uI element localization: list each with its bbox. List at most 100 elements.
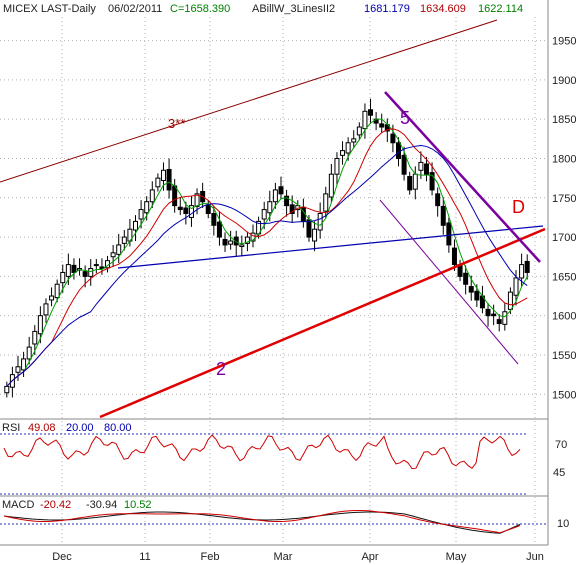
wave-label-3: 3** [168, 116, 185, 131]
candle [379, 113, 385, 133]
candle-body [317, 213, 323, 231]
candle-body [211, 213, 217, 226]
candle-body [149, 189, 155, 203]
candle [479, 285, 485, 314]
candle [368, 98, 374, 124]
candle-body [228, 240, 234, 245]
wave-label-5: 5 [400, 108, 410, 128]
price-tick-1550: 1550 [552, 350, 576, 362]
candle [155, 173, 161, 192]
candle [340, 141, 346, 165]
candle-body [451, 247, 457, 266]
price-tick-1700: 1700 [552, 232, 576, 244]
indicator-value-green: 1622.114 [478, 3, 523, 15]
candle [71, 258, 77, 280]
candle-body [440, 205, 446, 226]
candle [183, 201, 189, 225]
candle-body [15, 366, 21, 373]
candle [43, 298, 49, 323]
candle-body [463, 272, 469, 285]
chart-title: MICEX LAST-Daily [3, 3, 96, 15]
candle [356, 122, 362, 140]
price-tick-1950: 1950 [552, 36, 576, 48]
date-label-Feb: Feb [201, 551, 220, 563]
candle [278, 176, 284, 200]
candle-body [496, 319, 502, 325]
candle-body [183, 207, 189, 215]
candle-body [194, 193, 200, 207]
macd-panel: MACD -20.42 -30.94 10.52 10 [0, 495, 569, 534]
indicator-name: ABillW_3LinesII2 [252, 3, 335, 15]
candle-body [390, 133, 396, 144]
candle [116, 233, 122, 264]
candle-body [37, 315, 43, 335]
candle-body [222, 238, 228, 246]
candle [172, 178, 178, 213]
candle [205, 200, 211, 219]
candle [524, 254, 530, 280]
candle [77, 258, 83, 276]
red-line [6, 128, 528, 387]
date-label-Mar: Mar [274, 551, 293, 563]
candle-body [328, 173, 334, 198]
date-label-11: 11 [139, 551, 150, 563]
rsi-label: RSI [2, 422, 20, 434]
candle-body [412, 173, 418, 190]
candle-body [474, 290, 480, 301]
candle-body [429, 172, 435, 191]
candle-body [278, 186, 284, 195]
candle-body [423, 163, 429, 175]
candle-body [65, 264, 71, 277]
candle-body [88, 268, 94, 277]
candle [110, 244, 116, 267]
macd-signal-line [3, 510, 521, 534]
candle [21, 351, 27, 377]
candle [429, 162, 435, 196]
candle [54, 279, 60, 303]
candle-body [502, 311, 508, 325]
rsi-high: 80.00 [104, 422, 132, 434]
candle-body [239, 244, 245, 248]
candle-body [60, 271, 66, 284]
candle [418, 151, 424, 179]
candle [284, 189, 290, 217]
candle-body [49, 295, 55, 301]
candle-body [177, 206, 183, 211]
candle-body [166, 168, 172, 191]
candle-body [110, 252, 116, 258]
candle [49, 287, 55, 307]
candle-body [32, 330, 38, 345]
candle [166, 158, 172, 199]
date-label-Dec: Dec [52, 551, 72, 563]
candle-body [261, 209, 267, 220]
candle-body [379, 123, 385, 128]
candle-body [138, 209, 144, 220]
candle [334, 152, 340, 186]
candle-body [172, 185, 178, 207]
candle [328, 163, 334, 203]
candle-body [524, 260, 530, 273]
candle-body [435, 193, 441, 207]
candle [149, 181, 155, 208]
candle-body [513, 277, 519, 296]
chart-date: 06/02/2011 [108, 3, 162, 15]
indicator-value-red: 1634.609 [420, 3, 466, 15]
candle-body [407, 176, 413, 191]
candle-body [491, 313, 497, 317]
wave-label-2: 2 [216, 359, 226, 379]
channel-upper-line [0, 19, 498, 183]
candle [491, 304, 497, 326]
candle [312, 221, 318, 252]
macd-tick-10: 10 [557, 518, 569, 530]
green-line [6, 118, 528, 387]
candle-body [267, 201, 273, 214]
candle-body [312, 228, 318, 242]
trendline-resistance [384, 91, 541, 263]
candle-body [116, 244, 122, 255]
trendline-support [99, 227, 546, 419]
candle-body [289, 204, 295, 215]
candle-body [340, 150, 346, 156]
candle-body [26, 346, 32, 360]
candle [362, 103, 368, 139]
